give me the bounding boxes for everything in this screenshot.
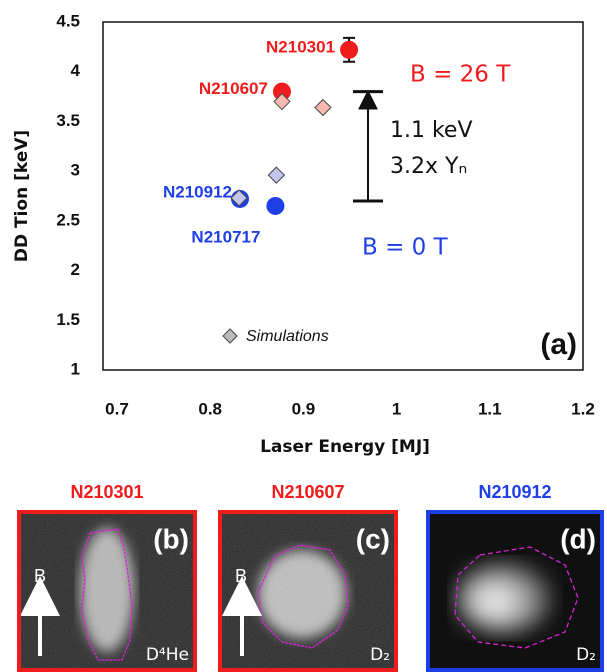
field-label: B	[235, 566, 247, 586]
panel-label: (c)	[356, 523, 390, 554]
x-tick-label: 1.1	[478, 399, 502, 418]
point-label: N210717	[191, 227, 260, 246]
y-axis-label: DD Tion [keV]	[12, 130, 32, 262]
simulation-point	[267, 166, 286, 184]
y-tick-label: 3.5	[56, 111, 80, 130]
simulation-point	[314, 98, 332, 117]
panel-b-image	[19, 512, 195, 670]
y-tick-label: 4	[71, 61, 81, 80]
point-label: N210607	[199, 79, 268, 98]
data-point	[266, 196, 285, 215]
panel-title: N210301	[70, 482, 143, 502]
panel-frame	[17, 510, 197, 672]
legend-marker	[222, 328, 238, 344]
panel-title: N210607	[271, 482, 344, 502]
panel-frame	[426, 510, 604, 672]
data-point	[340, 40, 359, 59]
panel-d-image	[428, 512, 602, 670]
x-axis-label: Laser Energy [MJ]	[260, 437, 430, 457]
y-tick-label: 2.5	[56, 210, 80, 229]
species-label: D₂	[370, 645, 390, 665]
panel-title: N210912	[478, 482, 551, 502]
field-label: B	[34, 566, 46, 586]
data-point	[272, 82, 291, 101]
panel-frame	[218, 510, 398, 672]
simulation-point	[230, 189, 248, 207]
x-tick-label: 1.2	[571, 399, 595, 418]
x-tick-label: 0.8	[198, 399, 222, 418]
x-tick-label: 0.9	[292, 399, 316, 418]
x-tick-label: 0.7	[105, 399, 129, 418]
panel-label: (d)	[560, 523, 596, 554]
point-label: N210912	[163, 182, 232, 201]
y-tick-label: 1	[71, 359, 80, 378]
annotation: 1.1 keV	[390, 118, 473, 143]
species-label: D⁴He	[146, 645, 189, 665]
y-tick-label: 4.5	[56, 11, 80, 30]
x-tick-label: 1	[392, 399, 401, 418]
panel-label: (a)	[540, 328, 577, 361]
point-label: N210301	[266, 37, 335, 56]
panel-c-image	[220, 512, 396, 670]
y-tick-label: 3	[71, 161, 80, 180]
annotation: 3.2x Yₙ	[390, 154, 467, 179]
y-tick-label: 2	[71, 260, 80, 279]
legend-label: Simulations	[246, 328, 329, 345]
annotation: B = 26 T	[410, 62, 511, 88]
simulation-point	[273, 92, 291, 111]
annotation: B = 0 T	[362, 235, 449, 261]
y-tick-label: 1.5	[56, 310, 80, 329]
panel-label: (b)	[153, 523, 189, 554]
plot-frame	[102, 21, 584, 371]
species-label: D₂	[576, 645, 596, 665]
